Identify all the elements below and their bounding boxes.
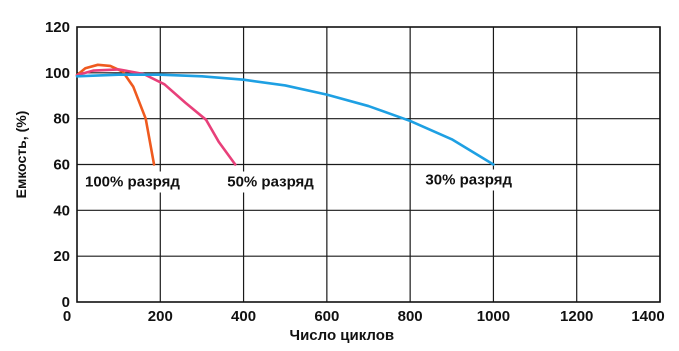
annotation-group: 100% разряд: [82, 171, 190, 193]
annotation-group: 50% разряд: [224, 171, 323, 193]
annotation-label: 100% разряд: [85, 174, 180, 191]
y-tick-label: 40: [53, 202, 70, 219]
axes: [76, 26, 661, 303]
x-tick-label: 400: [231, 308, 256, 325]
series-lines: [75, 63, 495, 166]
series-line: [75, 68, 237, 166]
annotation-group: 30% разряд: [422, 169, 521, 191]
annotation-background: [82, 171, 190, 193]
annotation-label: 30% разряд: [425, 172, 512, 189]
x-tick-label: 1200: [560, 308, 593, 325]
y-tick-label: 80: [53, 111, 70, 128]
y-tick-label: 120: [45, 19, 70, 36]
annotation-background: [224, 171, 323, 193]
x-axis-title: Число циклов: [290, 327, 395, 344]
grid: [77, 27, 661, 302]
annotation-label: 50% разряд: [227, 174, 314, 191]
series-line: [75, 63, 156, 166]
plot-frame: [76, 26, 661, 303]
y-tick-label: 100: [45, 65, 70, 82]
tick-labels: 0 200 400 600 800 1000 1200 1400 0 20 40 60 80 100 120: [45, 19, 665, 325]
x-tick-label: 1400: [631, 308, 664, 325]
y-tick-label: 20: [53, 248, 70, 265]
annotation-background: [422, 169, 521, 191]
x-tick-label: 800: [398, 308, 423, 325]
y-tick-label: 0: [62, 294, 70, 311]
x-tick-label: 200: [148, 308, 173, 325]
annotations: 100% разряд 50% разряд 30% разряд: [82, 169, 521, 193]
x-tick-label: 1000: [477, 308, 510, 325]
x-tick-label: 0: [63, 308, 71, 325]
y-axis-title: Емкость, (%): [13, 111, 29, 199]
x-tick-label: 600: [314, 308, 339, 325]
y-tick-label: 60: [53, 157, 70, 174]
series-line: [75, 73, 495, 166]
